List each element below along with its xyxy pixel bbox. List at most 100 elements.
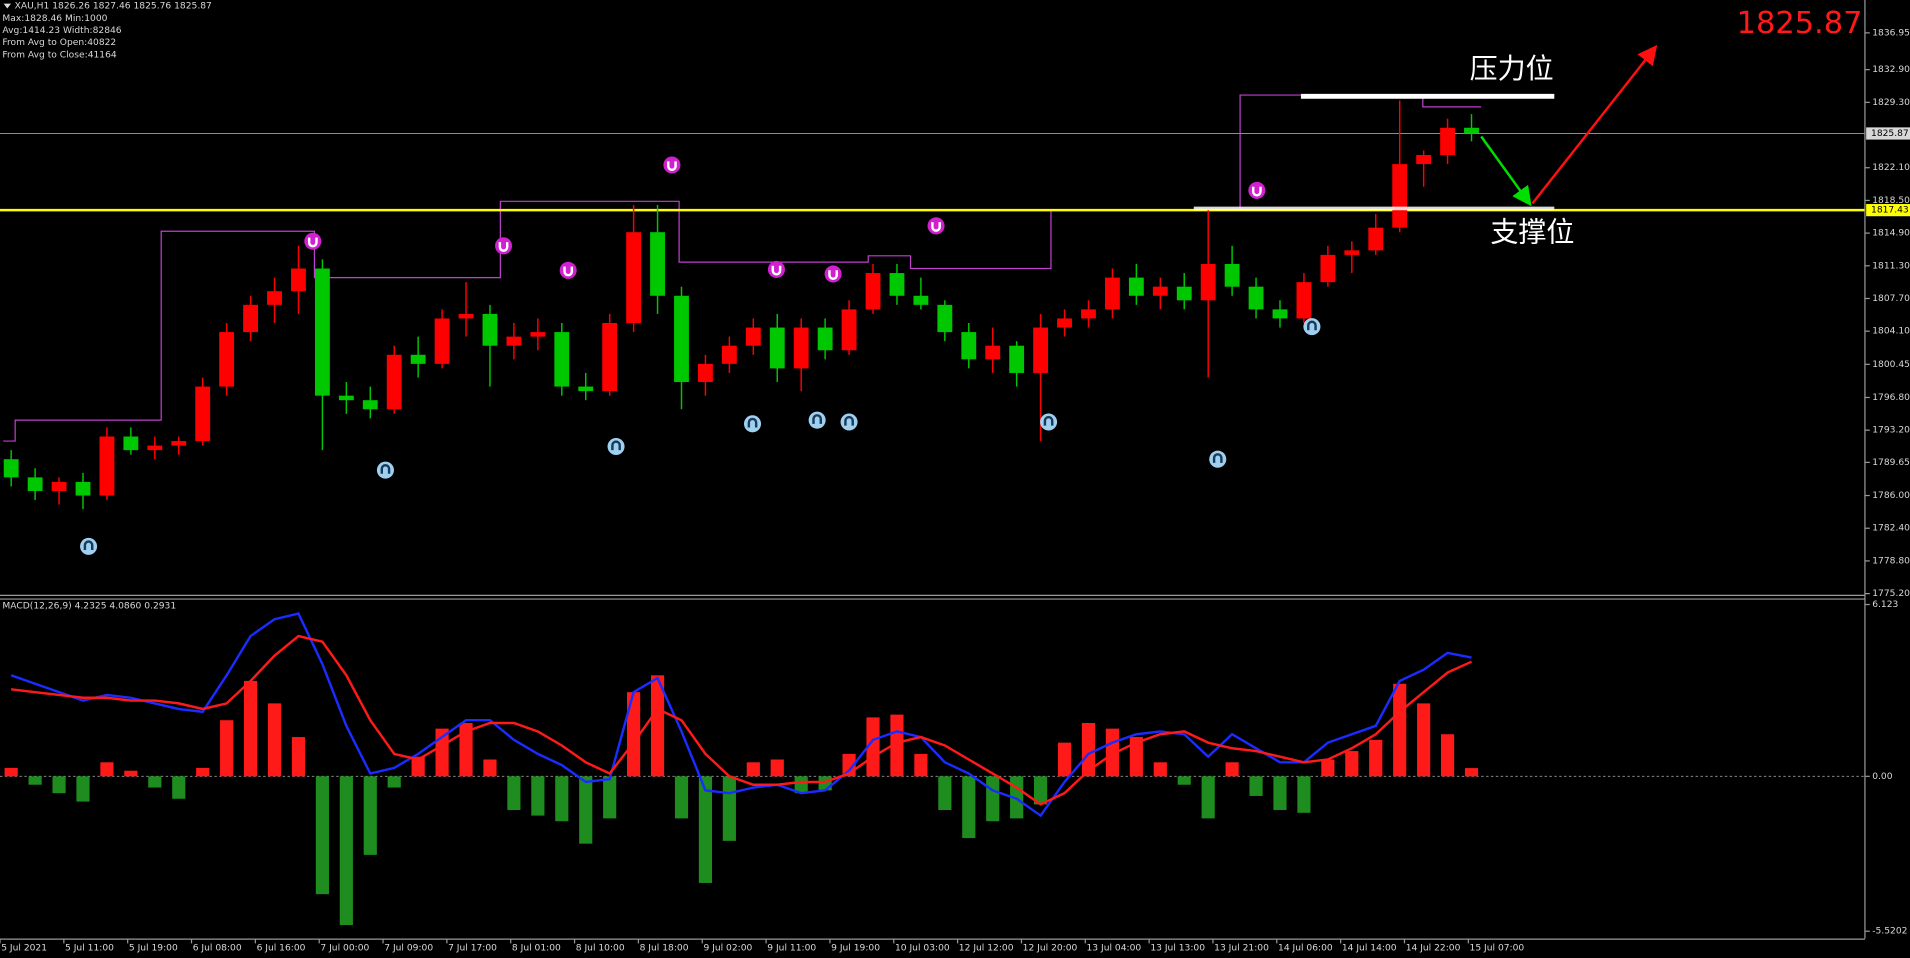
macd-line — [10, 612, 1472, 818]
candle-body — [913, 295, 929, 305]
candle-body — [410, 354, 426, 364]
info-line: From Avg to Open:40822 — [2, 38, 116, 48]
candle-body — [434, 318, 450, 364]
candle-body — [1248, 286, 1264, 310]
fractal-dot — [1248, 181, 1266, 199]
candle-body — [1057, 318, 1072, 328]
up-arrow — [1531, 44, 1658, 205]
current-price-box — [1866, 127, 1910, 140]
histogram-bar — [1225, 762, 1239, 777]
info-line: From Avg to Close:41164 — [2, 50, 116, 60]
histogram-bar — [1393, 683, 1407, 777]
histogram-bar — [650, 675, 665, 777]
fractal-glyph — [747, 417, 758, 428]
fractal-glyph — [611, 440, 621, 451]
macd-panel — [0, 612, 1865, 926]
histogram-bar — [291, 737, 306, 777]
x-tick-label: 9 Jul 19:00 — [831, 944, 880, 954]
fractal-glyph — [844, 415, 854, 426]
menu-triangle — [3, 3, 11, 9]
candle-body — [530, 332, 546, 337]
histogram-bar — [1249, 776, 1263, 796]
fractal-glyph — [931, 222, 941, 232]
histogram-bar — [459, 723, 473, 777]
fractal-dot — [376, 461, 394, 479]
candle-body — [1392, 164, 1408, 228]
fractal-marker — [1303, 318, 1321, 336]
histogram-bar — [1057, 742, 1072, 777]
candle-body — [1009, 345, 1025, 373]
candle-body — [841, 309, 857, 351]
histogram-bar — [28, 776, 42, 785]
histogram-bar — [1153, 762, 1167, 777]
candle-body — [698, 363, 713, 383]
candle-body — [314, 268, 330, 396]
histogram-bar — [531, 776, 545, 816]
support-box — [1866, 204, 1910, 217]
fractal-dot — [743, 415, 762, 433]
fractal-marker — [80, 537, 98, 555]
current-price-big: 1825.87 — [1737, 6, 1863, 41]
fractal-dot — [1303, 318, 1321, 336]
y-tick-label: 1832.90 — [1872, 65, 1910, 75]
candle-body — [961, 332, 977, 360]
histogram-bar — [1440, 734, 1455, 777]
x-tick-label: 7 Jul 00:00 — [320, 944, 369, 954]
y-tick-label: 1775.20 — [1872, 589, 1910, 599]
y-tick-label: 1807.70 — [1872, 294, 1910, 304]
fractal-glyph — [307, 237, 318, 248]
candle-body — [889, 273, 905, 296]
fractal-dot — [495, 237, 513, 255]
fractal-marker — [1209, 450, 1227, 468]
histogram-bar — [866, 717, 880, 777]
histogram-bar — [172, 776, 186, 799]
candle-body — [578, 386, 594, 392]
candle-body — [99, 436, 115, 496]
histogram-bar — [267, 703, 282, 777]
candle-body — [1440, 127, 1455, 156]
macd-line — [11, 634, 1473, 806]
fractal-dot — [927, 217, 945, 235]
candle-body — [1464, 127, 1479, 134]
x-tick-label: 5 Jul 11:00 — [65, 944, 114, 954]
x-tick-label: 9 Jul 02:00 — [703, 944, 752, 954]
histogram-bar — [363, 776, 377, 855]
candle-body — [338, 395, 354, 401]
candle-body — [291, 268, 306, 292]
y-tick-label: 1804.10 — [1872, 327, 1910, 337]
histogram-bar — [148, 776, 162, 788]
fractal-dot — [663, 156, 681, 174]
histogram-bar — [1273, 776, 1287, 810]
fractal-dot — [840, 413, 858, 431]
candle-body — [3, 459, 19, 478]
histogram-bar — [1129, 737, 1143, 777]
candle-body — [171, 441, 187, 446]
fractal-marker — [840, 413, 858, 431]
x-tick-label: 7 Jul 17:00 — [448, 944, 497, 954]
histogram-bar — [746, 762, 760, 777]
fractal-marker — [559, 261, 577, 279]
candle-body — [674, 295, 689, 383]
histogram-bar — [196, 767, 210, 777]
histogram-bar — [1081, 723, 1096, 777]
price-panel — [0, 94, 1865, 555]
fractal-glyph — [1043, 415, 1054, 426]
candle-body — [817, 327, 833, 351]
histogram-bar — [387, 776, 401, 788]
fractal-marker — [607, 437, 625, 456]
fractal-marker — [304, 232, 322, 250]
histogram-bar — [243, 680, 258, 777]
candle-body — [1224, 263, 1240, 287]
candle-body — [1200, 263, 1216, 301]
candle-body — [1272, 309, 1288, 319]
y-tick-label: 1800.45 — [1872, 360, 1910, 370]
info-line: Max:1828.46 Min:1000 — [2, 14, 107, 24]
candle-body — [386, 354, 402, 410]
fractal-glyph — [83, 540, 94, 551]
fractal-marker — [824, 265, 842, 283]
fractal-glyph — [771, 265, 782, 276]
fractal-glyph — [667, 161, 677, 172]
fractal-marker — [927, 217, 945, 235]
x-tick-label: 14 Jul 14:00 — [1342, 944, 1397, 954]
